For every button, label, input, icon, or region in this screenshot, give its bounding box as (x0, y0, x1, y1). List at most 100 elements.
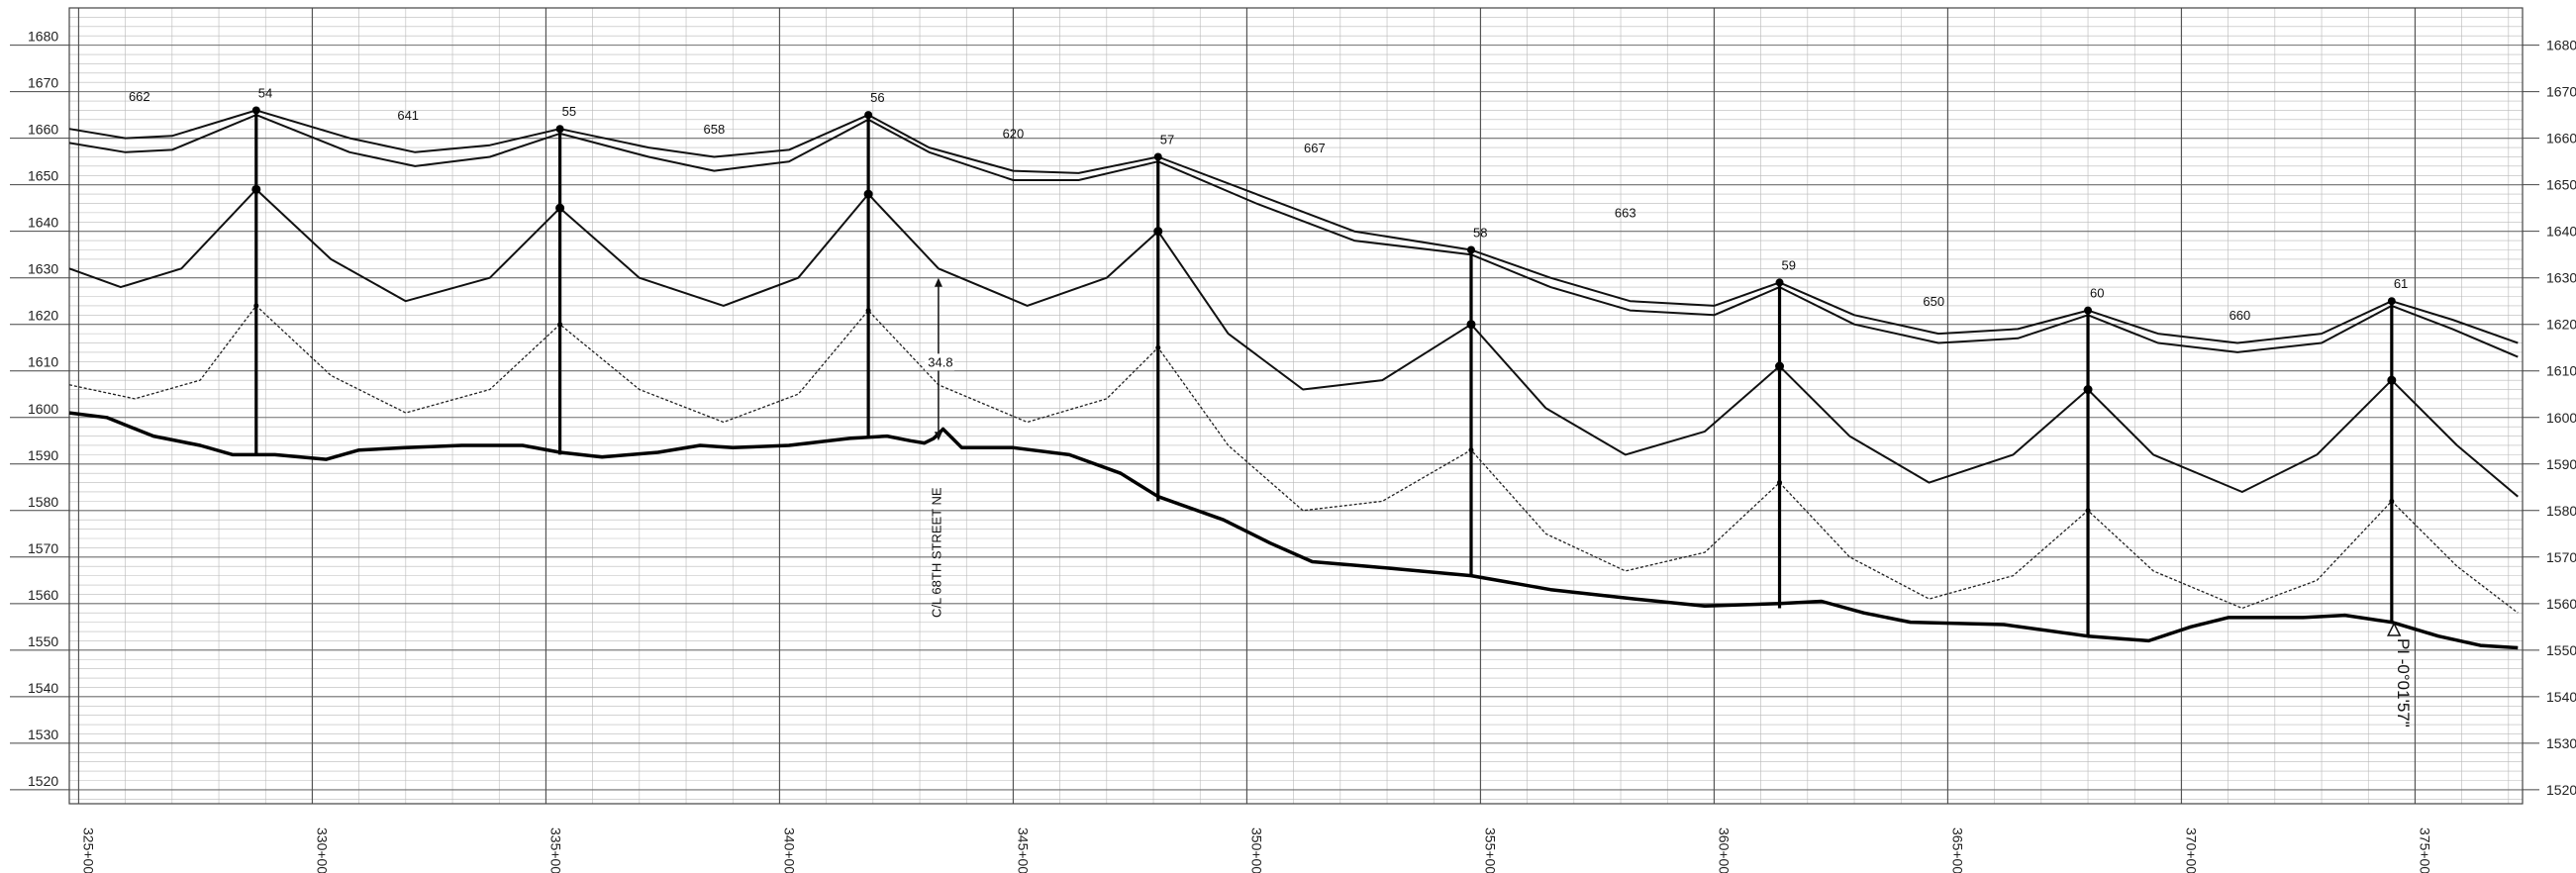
structure-number: 61 (2394, 276, 2408, 291)
elevation-tick-label-left: 1630 (28, 261, 58, 277)
structure-number: 59 (1782, 257, 1796, 272)
elevation-tick-label-right: 1590 (2546, 456, 2576, 472)
elevation-tick-label-right: 1560 (2546, 596, 2576, 612)
station-label: 375+00 (2417, 827, 2432, 873)
span-length-label: 660 (2229, 308, 2251, 323)
elevation-tick-label-right: 1550 (2546, 642, 2576, 658)
elevation-tick-label-right: 1660 (2546, 131, 2576, 146)
conductor-lines (68, 109, 2519, 614)
span-length-label: 650 (1923, 294, 1944, 309)
pole-middle-attachment (251, 184, 261, 194)
elevation-tick-label-left: 1580 (28, 494, 58, 510)
elevation-tick-label-left: 1650 (28, 168, 58, 184)
elevation-tick-label-left: 1540 (28, 680, 58, 696)
ground-line (68, 411, 2519, 650)
elevation-tick-label-right: 1620 (2546, 317, 2576, 333)
elevation-tick-label-left: 1660 (28, 122, 58, 138)
conductor-upper-a (68, 109, 2519, 344)
pole-lower-attachment (1468, 447, 1474, 453)
pole-top-attachment (1775, 278, 1784, 287)
elevation-tick-label-right: 1570 (2546, 549, 2576, 565)
plot-frame (68, 7, 2524, 805)
structure-number: 55 (562, 104, 576, 119)
station-label: 365+00 (1949, 827, 1965, 873)
pi-label: PI -0°01'57" (2394, 638, 2413, 728)
crossing-label: C/L 68TH STREET NE (929, 487, 943, 618)
pole-lower-attachment (2389, 498, 2395, 504)
elevation-tick-label-left: 1570 (28, 540, 58, 556)
pole-top-attachment (2084, 306, 2093, 315)
elevation-tick-label-left: 1620 (28, 308, 58, 324)
elevation-tick-label-right: 1640 (2546, 224, 2576, 240)
station-label: 340+00 (781, 827, 797, 873)
clearance-label-background (924, 353, 954, 371)
pole-middle-attachment (1466, 320, 1476, 330)
elevation-tick-label-right: 1580 (2546, 503, 2576, 519)
station-label: 350+00 (1248, 827, 1264, 873)
station-label: 330+00 (314, 827, 330, 873)
span-length-label: 658 (704, 122, 726, 137)
pole-top-attachment (1153, 152, 1162, 161)
annotations: 34.8 C/L 68TH STREET NE PI -0°01'57" (924, 277, 2413, 728)
pole-lower-attachment (253, 303, 259, 309)
elevation-tick-label-right: 1680 (2546, 38, 2576, 53)
clearance-value: 34.8 (928, 354, 952, 369)
elevation-tick-label-right: 1630 (2546, 270, 2576, 286)
structure-number: 56 (870, 90, 884, 105)
left-elevation-axis: 1520 1530 1540 1550 1560 1570 1580 1590 1600 1610… (10, 29, 69, 791)
station-label: 345+00 (1015, 827, 1031, 873)
elevation-tick-label-right: 1670 (2546, 84, 2576, 100)
elevation-tick-label-right: 1540 (2546, 689, 2576, 705)
elevation-tick-label-left: 1610 (28, 354, 58, 370)
pole-middle-attachment (863, 189, 873, 199)
pole-top-attachment (1467, 245, 1475, 254)
pole-top-attachment (2387, 297, 2396, 306)
structure-number: 54 (258, 85, 272, 100)
station-label: 325+00 (80, 827, 96, 873)
pole-middle-attachment (2387, 375, 2397, 385)
elevation-tick-label-left: 1550 (28, 633, 58, 649)
elevation-tick-label-right: 1520 (2546, 782, 2576, 798)
ground-profile (68, 411, 2519, 650)
clearance-arrow-head-top (934, 277, 942, 287)
elevation-tick-label-left: 1670 (28, 75, 58, 91)
pole-lower-attachment (2085, 508, 2091, 514)
major-gridlines (68, 7, 2524, 805)
pi-marker-icon (2386, 622, 2402, 636)
structures: 54 55 56 57 58 59 60 61 (251, 85, 2408, 636)
structure-number: 60 (2090, 286, 2104, 301)
pole-middle-attachment (1153, 227, 1163, 237)
elevation-tick-label-right: 1610 (2546, 363, 2576, 379)
station-label: 335+00 (547, 827, 563, 873)
span-length-label: 620 (1003, 127, 1025, 142)
conductor-middle (68, 188, 2519, 498)
elevation-tick-label-left: 1520 (28, 773, 58, 789)
pole-top-attachment (251, 106, 260, 115)
pole-top-attachment (864, 111, 873, 120)
conductor-lower-dashed (68, 305, 2519, 614)
pole-middle-attachment (1775, 361, 1785, 371)
structure-number: 58 (1473, 225, 1487, 240)
right-elevation-axis: 1520 1530 1540 1550 1560 1570 1580 1590 1600 1610… (2523, 38, 2576, 798)
pole-middle-attachment (2083, 385, 2093, 395)
station-label: 370+00 (2183, 827, 2199, 873)
pole-middle-attachment (555, 203, 565, 213)
structure-number: 57 (1160, 132, 1174, 146)
station-label: 355+00 (1482, 827, 1498, 873)
clearance-arrow-head-bottom (934, 432, 942, 441)
span-length-label: 662 (129, 89, 150, 104)
span-length-label: 667 (1304, 141, 1326, 155)
elevation-tick-label-left: 1530 (28, 727, 58, 742)
pole-top-attachment (555, 125, 564, 134)
elevation-tick-label-left: 1560 (28, 587, 58, 603)
station-axis: 325+00 330+00 335+00 340+00 345+00 350+00 355+… (80, 827, 2432, 873)
elevation-tick-label-right: 1530 (2546, 735, 2576, 751)
elevation-tick-label-left: 1680 (28, 29, 58, 45)
pole-lower-attachment (1155, 344, 1161, 350)
elevation-tick-label-left: 1600 (28, 401, 58, 417)
elevation-tick-label-left: 1590 (28, 447, 58, 463)
elevation-tick-label-right: 1650 (2546, 177, 2576, 193)
elevation-tick-label-right: 1600 (2546, 410, 2576, 426)
conductor-upper-b (68, 114, 2519, 358)
